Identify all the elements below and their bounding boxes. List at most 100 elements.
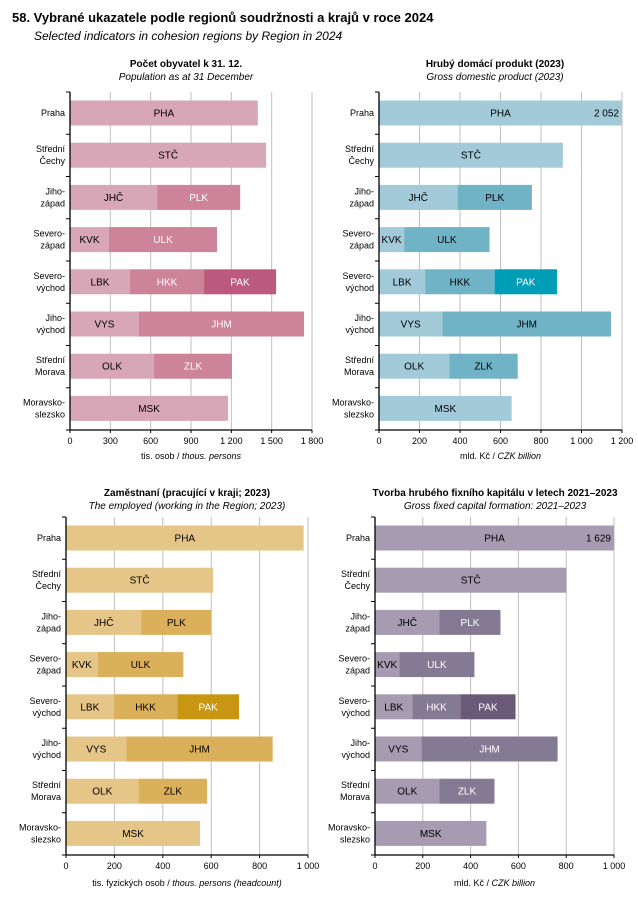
- x-tick-label: 600: [143, 436, 158, 446]
- segment-label: STČ: [130, 574, 150, 587]
- page-title: 58. Vybrané ukazatele podle regionů soud…: [12, 10, 434, 25]
- segment-label: ULK: [437, 235, 457, 246]
- category-label: Jiho-: [350, 611, 370, 621]
- x-axis-label: tis. fyzických osob / thous. persons (he…: [92, 878, 282, 888]
- x-tick-label: 0: [63, 861, 68, 871]
- category-label: východ: [341, 750, 370, 760]
- bar-segment-plk: [141, 609, 212, 635]
- bar-segment-pak: [204, 269, 277, 295]
- x-tick-label: 600: [204, 861, 219, 871]
- category-label: Morava: [31, 792, 61, 802]
- chart-title: Zaměstnaní (pracující v kraji; 2023): [104, 488, 270, 499]
- bar-row: VYS JHM Jiho-východ: [36, 311, 305, 337]
- category-label: východ: [345, 325, 374, 335]
- segment-label: LBK: [91, 277, 110, 288]
- segment-label: PHA: [490, 109, 511, 120]
- category-label: Severo-: [29, 654, 61, 664]
- category-label: Praha: [346, 533, 370, 543]
- segment-label: JHČ: [94, 616, 113, 629]
- category-label: Jiho-: [350, 738, 370, 748]
- bar-row: MSK Moravsko-slezsko: [23, 395, 229, 421]
- bar-segment-jhč: [379, 184, 458, 210]
- x-axis-label-en: thous. persons (headcount): [172, 878, 282, 888]
- segment-label: JHM: [516, 320, 537, 331]
- bar-segment-kvk: [70, 227, 109, 253]
- category-label: západ: [345, 623, 370, 633]
- bar-segment-lbk: [375, 694, 413, 720]
- bar-segment-ulk: [108, 227, 218, 253]
- bar-segment-hkk: [113, 694, 178, 720]
- category-label: Jiho-: [41, 611, 61, 621]
- chart-subtitle: Gross fixed capital formation: 2021–2023: [404, 501, 587, 512]
- bar-row: OLK ZLK Střední Morava: [31, 778, 208, 804]
- segment-label: KVK: [382, 235, 402, 246]
- category-label: Střední: [36, 144, 66, 154]
- category-label: západ: [40, 198, 65, 208]
- bar-segment-kvk: [379, 227, 405, 253]
- segment-label: JHČ: [398, 616, 417, 629]
- segment-label: HKK: [426, 702, 447, 713]
- x-tick-label: 800: [533, 436, 548, 446]
- x-tick-label: 1 000: [297, 861, 320, 871]
- chart-title: Hrubý domácí produkt (2023): [426, 59, 564, 70]
- x-axis-label-en: CZK billion: [498, 451, 542, 461]
- bar-segment-plk: [457, 184, 532, 210]
- chart-subtitle: Population as at 31 December: [119, 72, 254, 83]
- x-tick-label: 1 000: [570, 436, 593, 446]
- chart-title: Tvorba hrubého fixního kapitálu v letech…: [372, 488, 618, 499]
- category-label: východ: [32, 708, 61, 718]
- x-tick-label: 400: [463, 861, 478, 871]
- chart-2: Hrubý domácí produkt (2023) Gross domesti…: [332, 59, 633, 461]
- x-tick-label: 400: [155, 861, 170, 871]
- bar-row: LBK HKK PAK Severo-východ: [342, 269, 557, 295]
- bar-segment-stč: [375, 567, 567, 593]
- category-label: Čechy: [35, 581, 61, 591]
- bar-segment-vys: [379, 311, 443, 337]
- bar-segment-lbk: [379, 269, 426, 295]
- bar-segment-jhč: [70, 184, 158, 210]
- bar-row: STČ Střední Čechy: [341, 567, 567, 593]
- x-axis-label-cz: mld. Kč /: [454, 878, 492, 888]
- category-label: východ: [32, 750, 61, 760]
- segment-label: PAK: [199, 702, 219, 713]
- category-label: Střední: [36, 355, 66, 365]
- bar-segment-pak: [177, 694, 240, 720]
- segment-label: PAK: [478, 702, 498, 713]
- category-label: Čechy: [344, 581, 370, 591]
- segment-label: VYS: [86, 745, 106, 756]
- bar-segment-jhm: [421, 736, 558, 762]
- category-label: Morava: [340, 792, 370, 802]
- category-label: Jiho-: [41, 738, 61, 748]
- segment-label: PHA: [484, 534, 505, 545]
- category-label: Střední: [345, 144, 375, 154]
- x-tick-label: 900: [183, 436, 198, 446]
- segment-label: MSK: [434, 404, 456, 415]
- category-label: západ: [36, 666, 61, 676]
- x-tick-label: 0: [372, 861, 377, 871]
- bar-segment-zlk: [449, 353, 518, 379]
- category-label: Severo-: [29, 696, 61, 706]
- bar-row: JHČ PLK Jiho-západ: [349, 184, 532, 210]
- bar-segment-kvk: [375, 652, 400, 678]
- category-label: Morava: [344, 367, 374, 377]
- bar-segment-msk: [70, 395, 229, 421]
- bar-row: MSK Moravsko-slezsko: [332, 395, 512, 421]
- x-tick-label: 400: [452, 436, 467, 446]
- x-axis-label: mld. Kč / CZK billion: [454, 878, 535, 888]
- segment-label: VYS: [401, 320, 421, 331]
- bar-segment-hkk: [425, 269, 495, 295]
- segment-label: PAK: [516, 277, 536, 288]
- category-label: západ: [40, 241, 65, 251]
- category-label: slezsko: [35, 409, 65, 419]
- bar-row: OLK ZLK Střední Morava: [35, 353, 233, 379]
- category-label: Jiho-: [45, 313, 65, 323]
- bar-segment-msk: [66, 820, 201, 846]
- page-subtitle: Selected indicators in cohesion regions …: [34, 29, 343, 43]
- category-label: Severo-: [338, 696, 370, 706]
- segment-label: HKK: [450, 277, 471, 288]
- category-label: Jiho-: [354, 313, 374, 323]
- bar-segment-jhm: [442, 311, 612, 337]
- bar-segment-stč: [379, 142, 563, 168]
- bar-segment-hkk: [129, 269, 205, 295]
